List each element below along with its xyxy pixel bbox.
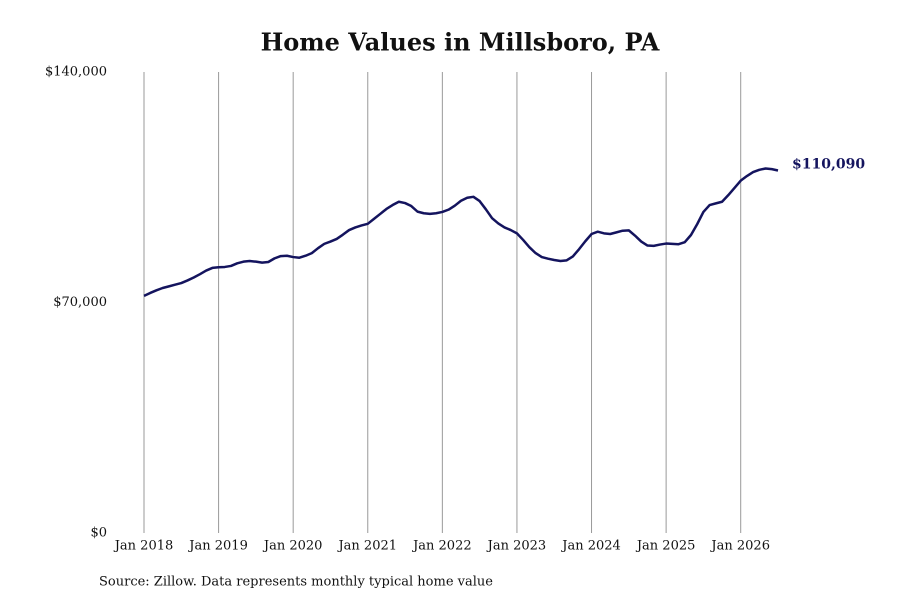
x-tick-label: Jan 2024	[560, 539, 621, 554]
y-tick-label: $70,000	[53, 295, 107, 310]
x-tick-label: Jan 2020	[262, 539, 323, 554]
line	[143, 167, 779, 298]
end-value-label: $110,090	[792, 156, 865, 172]
x-tick-label: Jan 2026	[709, 539, 770, 554]
x-tick-label: Jan 2019	[187, 539, 248, 554]
x-tick-label: Jan 2018	[113, 539, 174, 554]
chart-title: Home Values in Millsboro, PA	[261, 28, 660, 57]
x-tick-label: Jan 2021	[336, 539, 397, 554]
x-tick-label: Jan 2025	[635, 539, 696, 554]
y-tick-label: $0	[90, 526, 107, 541]
x-tick-label: Jan 2022	[411, 539, 472, 554]
x-tick-label: Jan 2023	[486, 539, 547, 554]
source-note: Source: Zillow. Data represents monthly …	[99, 575, 493, 590]
y-tick-label: $140,000	[45, 65, 107, 80]
